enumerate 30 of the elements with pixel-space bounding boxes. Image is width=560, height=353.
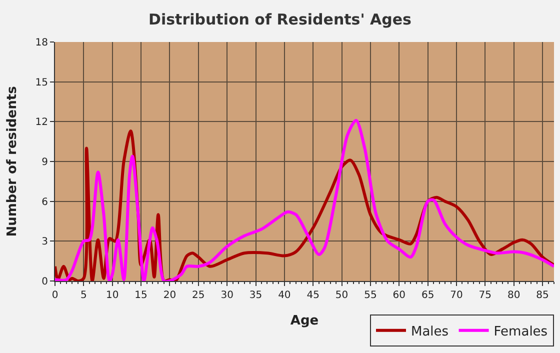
x-tick-label: 75	[478, 290, 492, 301]
x-tick-label: 5	[80, 290, 87, 301]
x-tick-label: 35	[249, 290, 262, 301]
x-tick-label: 55	[364, 290, 377, 301]
x-tick-label: 80	[507, 290, 520, 301]
x-tick-label: 60	[392, 290, 406, 301]
legend-label: Males	[411, 324, 449, 340]
legend-label: Females	[494, 324, 548, 340]
y-tick-label: 9	[42, 157, 48, 168]
x-tick-label: 20	[163, 290, 176, 301]
y-tick-label: 3	[42, 236, 48, 248]
x-tick-label: 50	[335, 290, 348, 301]
x-tick-label: 15	[134, 290, 148, 301]
x-tick-label: 65	[421, 290, 434, 301]
x-tick-label: 85	[536, 290, 549, 301]
x-tick-label: 70	[450, 290, 463, 301]
y-tick-label: 0	[42, 276, 48, 288]
y-tick-label: 12	[35, 117, 48, 128]
x-tick-label: 25	[192, 290, 205, 301]
y-tick-label: 6	[42, 196, 48, 208]
y-tick-label: 15	[35, 77, 48, 88]
x-tick-label: 40	[278, 290, 291, 301]
x-tick-label: 30	[220, 290, 234, 301]
chart-title: Distribution of Residents' Ages	[148, 10, 412, 29]
y-tick-label: 18	[35, 38, 48, 48]
x-tick-label: 10	[106, 290, 119, 301]
x-tick-label: 0	[52, 290, 58, 301]
x-axis-title: Age	[290, 314, 319, 329]
x-tick-label: 45	[306, 290, 320, 301]
y-axis-title: Number of residents	[5, 86, 20, 237]
